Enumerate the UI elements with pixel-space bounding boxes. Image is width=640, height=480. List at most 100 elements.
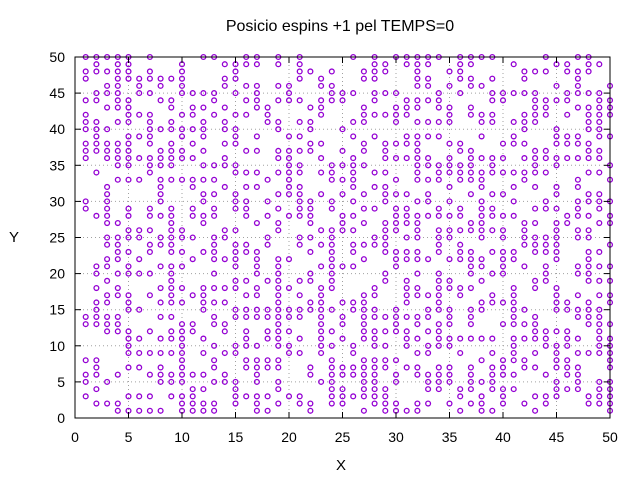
spin-point [285,342,293,349]
spin-point [253,90,260,97]
spin-point [221,371,228,378]
spin-point [93,68,100,75]
spin-point [200,306,207,313]
spin-point [499,256,507,263]
spin-point [425,162,432,169]
spin-point [350,393,357,400]
x-tick-label: 5 [125,429,133,445]
spin-point [232,68,239,75]
spin-point [446,321,453,328]
spin-point [425,75,432,82]
spin-point [382,357,389,364]
spin-point [296,349,303,357]
spin-point [296,147,303,154]
spin-point [253,256,260,263]
spin-point [564,386,571,393]
spin-point [596,97,603,104]
spin-point [104,328,111,335]
spin-point [360,292,367,299]
spin-point [574,133,581,140]
spin-point [328,82,335,89]
spin-point [521,263,528,270]
spin-point [114,321,121,328]
spin-point [339,220,346,227]
spin-point [478,227,485,234]
spin-point [253,364,260,371]
spin-point [521,321,528,328]
spin-point [446,227,453,234]
spin-point [596,90,603,97]
spin-point [532,248,539,255]
spin-point [189,205,196,212]
spin-point [82,126,89,133]
spin-point [275,61,282,68]
spin-point [232,313,239,320]
spin-point [585,68,592,75]
spin-point [232,342,239,349]
spin-point [467,306,474,313]
spin-point [104,191,111,198]
spin-point [585,90,592,97]
spin-point [318,140,325,147]
spin-point [596,118,603,126]
spin-point [125,97,132,104]
spin-point [596,328,603,335]
spin-point [371,357,378,364]
spin-point [350,364,357,371]
spin-point [82,68,89,75]
spin-point [392,111,400,118]
spin-point [478,169,485,176]
spin-point [178,342,186,349]
spin-point [275,306,282,313]
spin-point [403,234,410,241]
spin-point [435,212,442,219]
spin-point [414,335,421,342]
spin-point [532,104,539,111]
spin-point [414,155,421,162]
spin-point [553,205,560,212]
spin-point [574,82,581,89]
spin-point [318,75,325,82]
spin-point [114,162,121,169]
spin-point [414,248,421,255]
spin-point [510,357,517,364]
spin-point [93,306,100,313]
spin-point [211,299,218,306]
spin-point [553,140,560,147]
spin-point [478,133,485,140]
spin-point [574,155,581,162]
spin-point [178,378,186,385]
spin-point [221,162,228,169]
spin-point [446,400,453,407]
spin-point [125,335,132,342]
spin-point [243,198,250,205]
spin-point [114,328,121,335]
spin-point [157,378,164,385]
spin-point [478,205,485,212]
spin-point [146,68,153,75]
spin-point [136,364,143,371]
spin-point [478,277,485,284]
spin-point [392,227,400,234]
spin-point [307,364,314,371]
spin-point [414,371,421,378]
spin-point [435,169,442,176]
spin-point [457,176,464,183]
spin-point [360,299,367,306]
spin-point [243,147,250,154]
spin-point [211,400,218,407]
spin-point [243,364,250,371]
spin-point [585,104,592,111]
spin-point [382,407,389,414]
spin-point [446,104,453,111]
spin-point [489,378,496,385]
spin-point [457,61,464,68]
spin-point [446,335,453,342]
spin-point [82,118,89,126]
spin-point [232,241,239,248]
spin-point [574,75,581,82]
spin-point [189,155,196,162]
spin-point [467,155,474,162]
spin-point [285,349,293,357]
